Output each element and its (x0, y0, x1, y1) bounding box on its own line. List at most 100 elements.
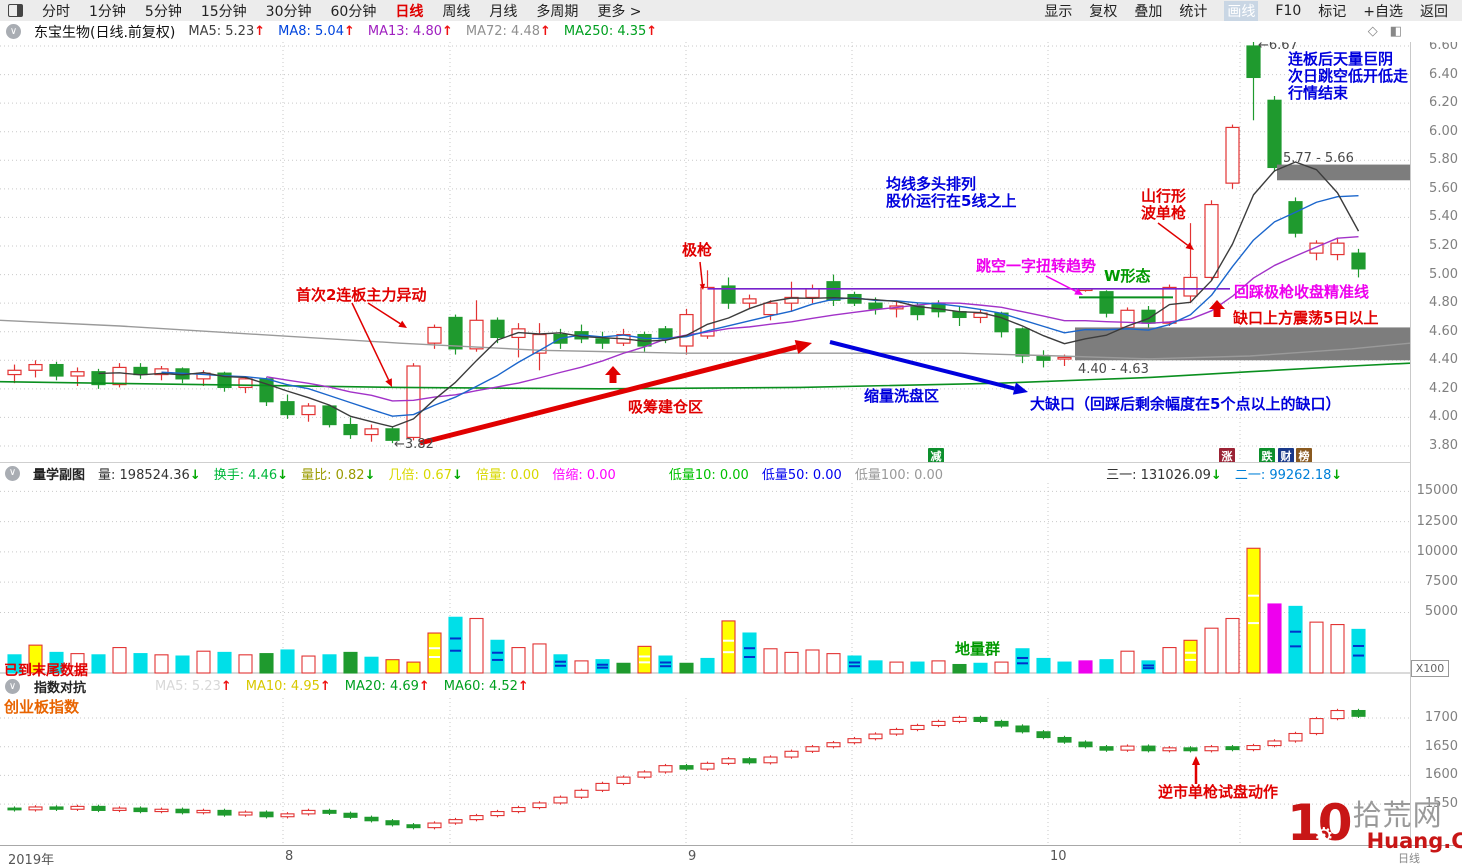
titem-7[interactable]: +自选 (1363, 3, 1403, 20)
titem-8[interactable]: 返回 (1420, 3, 1448, 20)
titem-5[interactable]: F10 (1275, 2, 1302, 19)
pane-split-icon[interactable]: ◧ (1389, 24, 1402, 39)
time-axis-month: 9 (688, 849, 697, 864)
titem-10[interactable]: 更多 > (597, 3, 642, 20)
titem-0[interactable]: 显示 (1044, 3, 1073, 20)
axis-tick-label: 6.00 (1429, 123, 1458, 139)
titem-8[interactable]: 月线 (489, 3, 518, 20)
trend-arrow-icon: ↓ (189, 467, 201, 483)
axis-tick-label: 4.80 (1429, 295, 1458, 311)
titem-3[interactable]: 统计 (1179, 3, 1208, 20)
axis-tick-label: 5000 (1424, 604, 1458, 620)
volume-indicators: 量: 198524.36↓ 换手: 4.46↓ 量比: 0.82↓ 几倍: 0.67↓… (98, 464, 1342, 483)
axis-tick-label: 4.00 (1429, 409, 1458, 425)
axis-tick-label: 5.00 (1429, 266, 1458, 282)
trend-arrow-icon: ↑ (220, 679, 232, 694)
vh-item-3: 几倍: 0.67↓ (388, 467, 463, 483)
titem-1[interactable]: 1分钟 (89, 3, 126, 20)
titem-0[interactable]: 分时 (42, 3, 70, 20)
ma-item-3: MA72: 4.48↑ (465, 24, 551, 39)
vh-item-3: MA60: 4.52↑ (443, 679, 529, 694)
ma-values: MA5: 5.23↑ MA8: 5.04↑ MA13: 4.80↑ MA72: 4.4… (188, 24, 657, 39)
trend-arrow-icon: ↓ (1210, 467, 1222, 483)
note-gap-word: 跳空一字扭转趋势 (976, 257, 1097, 275)
vh-item-0: 量: 198524.36↓ (98, 467, 201, 483)
vh-item-1: MA10: 4.95↑ (245, 679, 331, 694)
titem-4[interactable]: 30分钟 (265, 3, 312, 20)
vh-item-2: 量比: 0.82↓ (301, 467, 376, 483)
period-tabs: 分时 1分钟 5分钟 15分钟 30分钟 60分钟 日线 周线 月线 多周期 更多 > (0, 1, 642, 21)
svg-text:涨: 涨 (1222, 449, 1233, 463)
note-first-boards: 首次2连板主力异动 (296, 286, 427, 304)
vh-item-0: MA5: 5.23↑ (155, 679, 232, 694)
label-band-440-463: 4.40 - 4.63 (1078, 362, 1149, 377)
titem-4[interactable]: 画线 (1224, 0, 1259, 21)
vh-item-2: MA20: 4.69↑ (344, 679, 430, 694)
note-absorb: 吸筹建仓区 (628, 398, 704, 416)
watermark-number: 10 ⚙ (1287, 798, 1353, 849)
diamond-icon[interactable]: ◇ (1367, 24, 1378, 39)
svg-text:减: 减 (931, 449, 942, 463)
ma-item-1: MA8: 5.04↑ (278, 24, 355, 39)
vh-item-9: 三一: 131026.09↓ (1106, 467, 1222, 483)
titem-6[interactable]: 标记 (1318, 3, 1347, 20)
trend-arrow-icon: ↑ (254, 24, 266, 39)
watermark-site: 拾荒网 (1352, 798, 1443, 832)
axis-tick-label: 10000 (1416, 543, 1458, 559)
axis-tick-label: 4.20 (1429, 380, 1458, 396)
titem-9[interactable]: 多周期 (536, 3, 579, 20)
vh-item-10: 二一: 99262.18↓ (1234, 467, 1343, 483)
axis-tick-label: 1700 (1424, 710, 1458, 725)
axis-tick-label: 7500 (1424, 574, 1458, 590)
trend-arrow-icon: ↑ (517, 679, 529, 694)
axis-tick-label: 12500 (1416, 513, 1458, 529)
note-w-shape: W形态 (1104, 267, 1151, 285)
vh-item-5: 倍缩: 0.00 (552, 467, 616, 483)
axis-tick-label: 4.40 (1429, 352, 1458, 368)
titem-1[interactable]: 复权 (1089, 3, 1118, 20)
axis-tick-label: 1600 (1424, 767, 1458, 783)
label-low-382: ←3.82 (394, 437, 434, 452)
window-split-icon[interactable] (8, 4, 23, 17)
vh-item-7: 低量50: 0.00 (761, 467, 842, 483)
volume-collapse-icon[interactable]: ∨ (5, 465, 20, 481)
ma-item-4: MA250: 4.35↑ (563, 24, 658, 39)
titem-7[interactable]: 周线 (442, 3, 471, 20)
vh-item-6: 低量10: 0.00 (668, 467, 749, 483)
trend-arrow-icon: ↓ (364, 467, 376, 483)
note-ground-volume: 地量群 (955, 640, 1001, 658)
note-counter-probe: 逆市单枪试盘动作 (1158, 783, 1279, 801)
note-jiqiang: 极枪 (682, 241, 713, 259)
note-shrink-wash: 缩量洗盘区 (864, 387, 940, 405)
trend-arrow-icon: ↑ (418, 679, 430, 694)
time-axis-month: 10 (1050, 849, 1067, 864)
tool-buttons: 显示 复权 叠加 统计 画线 F10 标记 +自选 返回 (1044, 0, 1462, 21)
watermark: 10⚙ 拾荒网 Huang.CN (1287, 798, 1462, 852)
titem-6[interactable]: 日线 (395, 3, 424, 20)
trend-arrow-icon: ↑ (319, 679, 331, 694)
ma-item-2: MA13: 4.80↑ (367, 24, 453, 39)
titem-5[interactable]: 60分钟 (330, 3, 377, 20)
trend-arrow-icon: ↑ (540, 24, 551, 39)
trend-arrow-icon: ↑ (646, 24, 658, 39)
index-collapse-icon[interactable]: ∨ (5, 679, 20, 694)
index-pane-title: 指数对抗 (34, 681, 87, 696)
trend-arrow-icon: ↑ (343, 24, 355, 39)
titem-2[interactable]: 5分钟 (144, 3, 182, 20)
titem-2[interactable]: 叠加 (1134, 3, 1163, 20)
volume-pane-header: ∨ 量学副图 量: 198524.36↓ 换手: 4.46↓ 量比: 0.82↓ 几倍… (0, 462, 1410, 483)
trend-arrow-icon: ↑ (441, 24, 453, 39)
titem-3[interactable]: 15分钟 (200, 3, 247, 20)
gear-icon: ⚙ (1314, 824, 1334, 849)
top-toolbar: 分时 1分钟 5分钟 15分钟 30分钟 60分钟 日线 周线 月线 多周期 更多 > 显示 复权 叠加… (0, 0, 1462, 22)
vh-item-8: 低量100: 0.00 (854, 467, 944, 483)
time-axis-year: 2019年 (8, 853, 55, 865)
axis-tick-label: 3.80 (1429, 437, 1458, 453)
collapse-chevron-icon[interactable]: ∨ (6, 24, 21, 39)
axis-tick-label: 1550 (1424, 796, 1458, 812)
time-axis-month: 8 (285, 849, 294, 864)
trend-arrow-icon: ↓ (1331, 467, 1343, 483)
period-tag: 日线 (1398, 852, 1420, 865)
